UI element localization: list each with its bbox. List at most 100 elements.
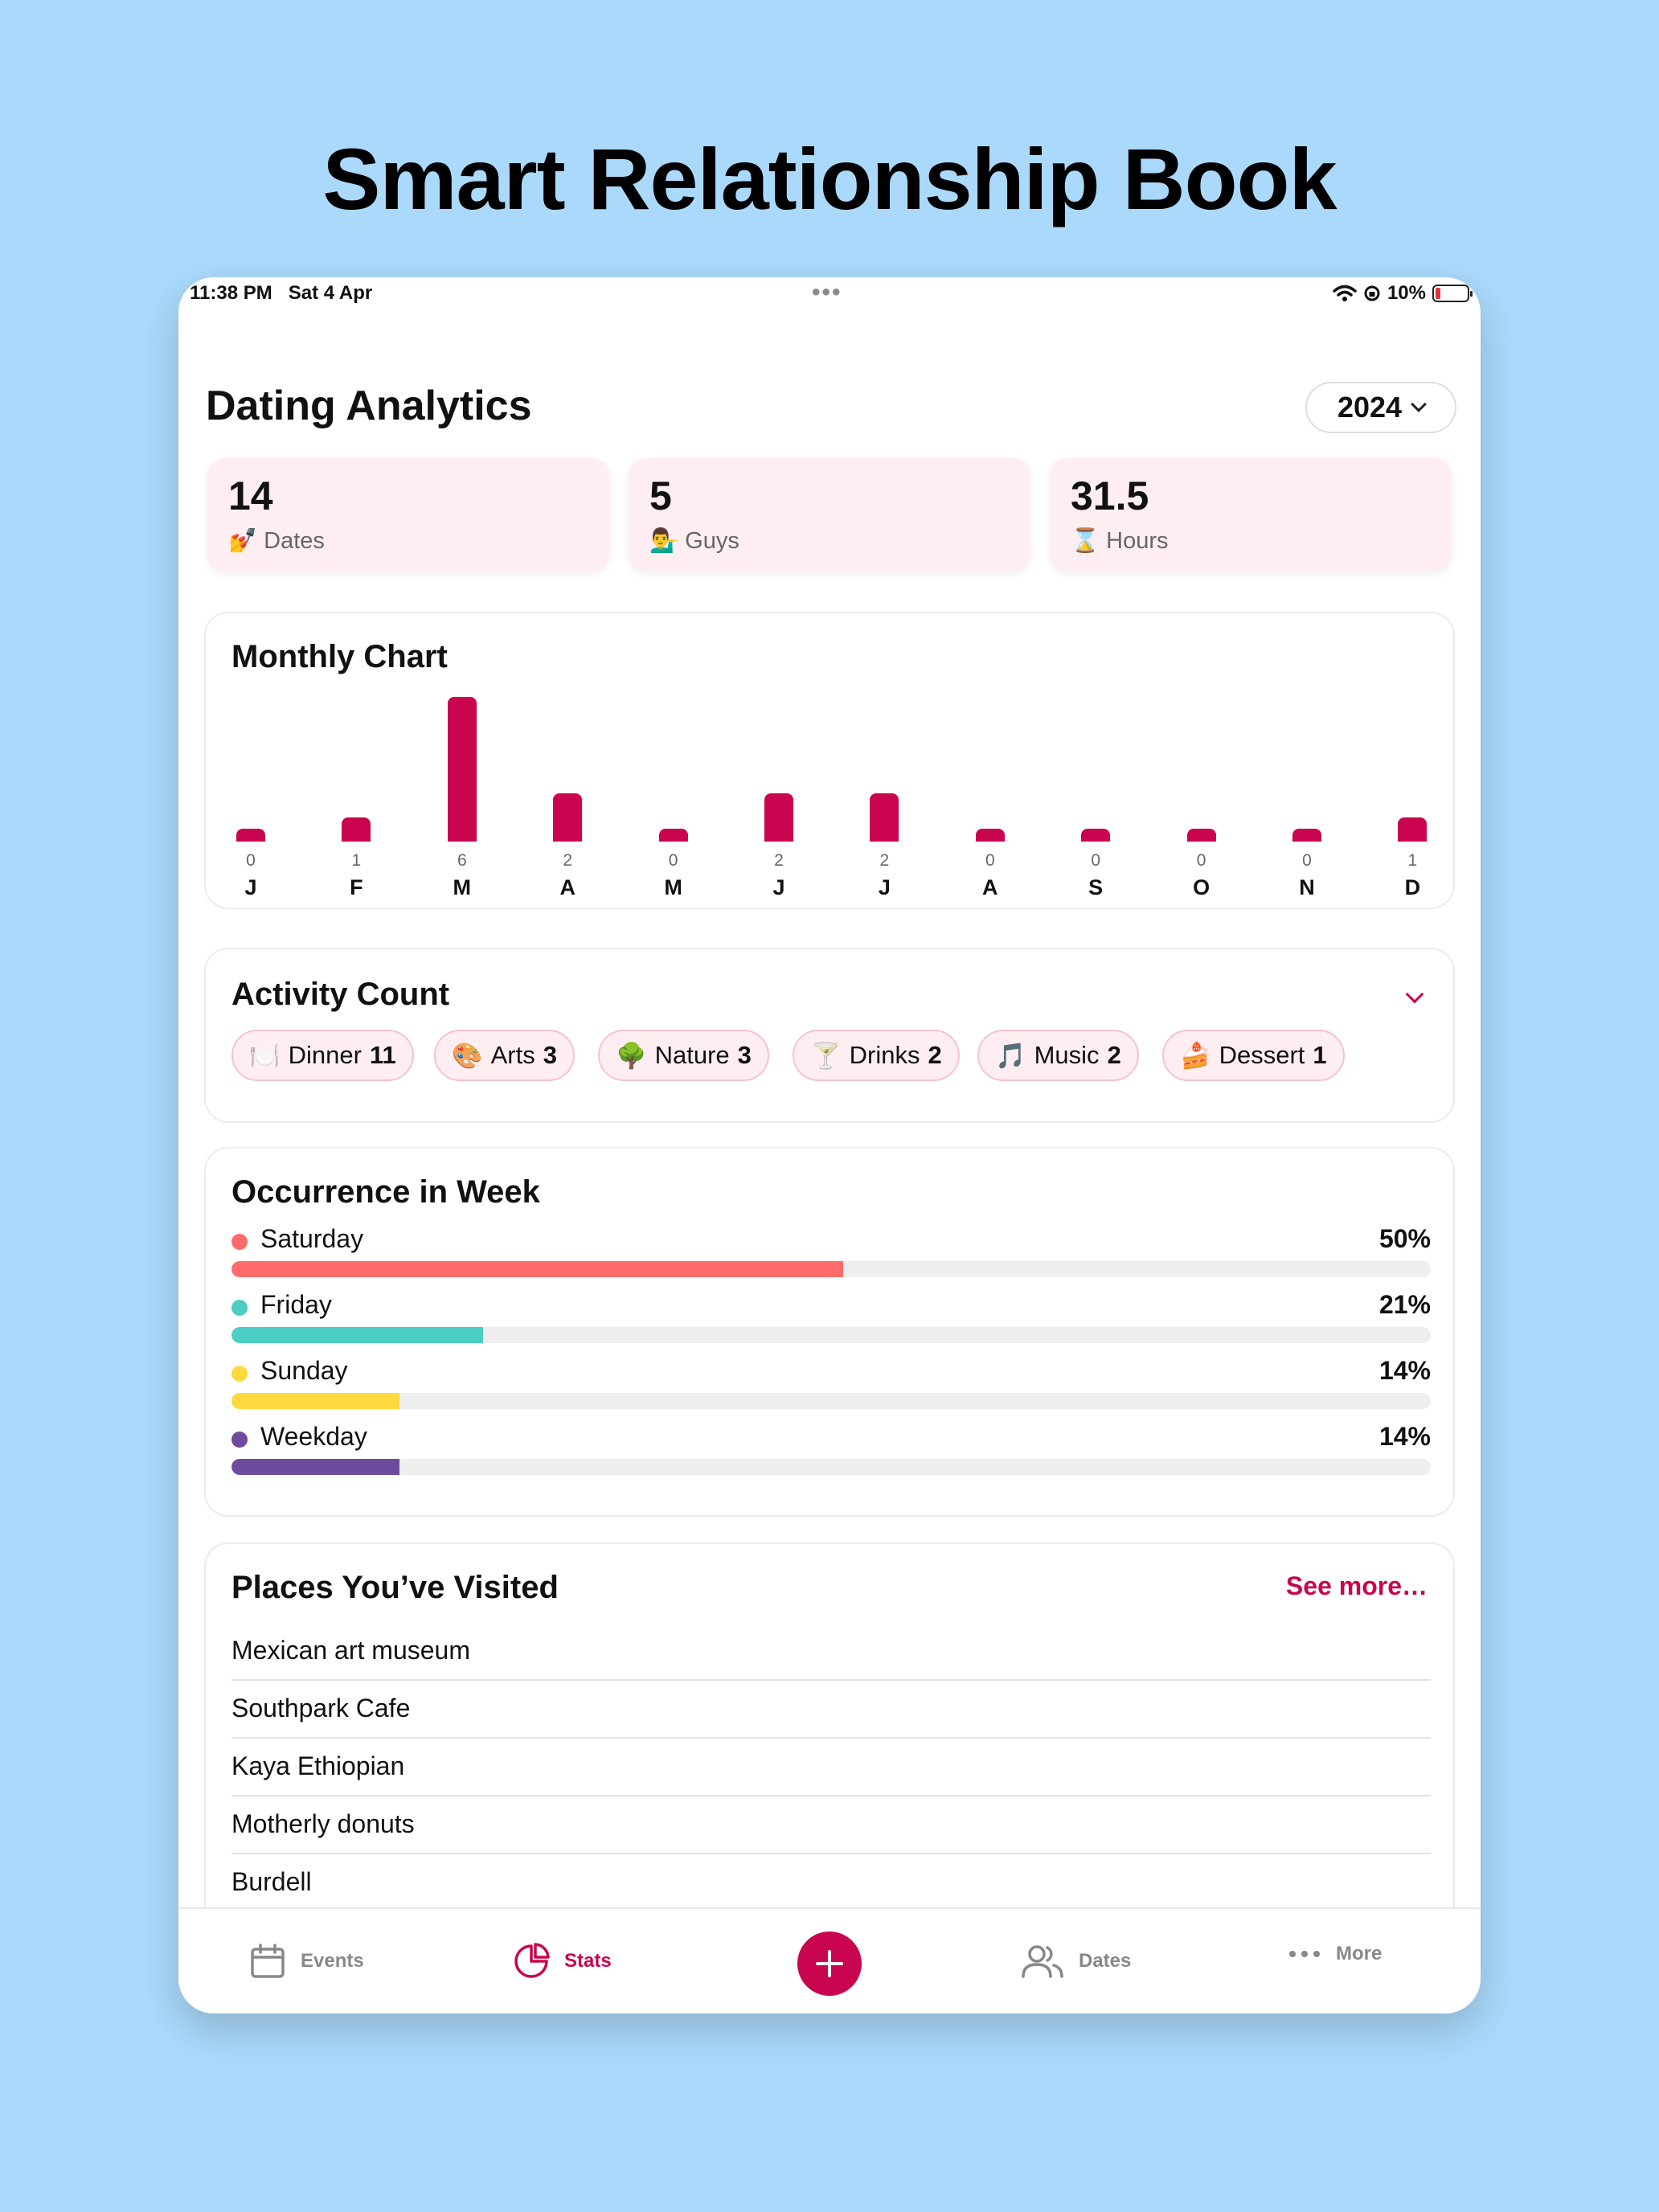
month-label: M: [664, 875, 682, 899]
status-right: 10%: [1333, 282, 1473, 305]
tab-more[interactable]: More: [1288, 1943, 1382, 1965]
place-item[interactable]: Southpark Cafe: [231, 1681, 1431, 1739]
plate-icon: 🍽️: [249, 1041, 281, 1070]
stat-value: 14: [228, 473, 273, 518]
bar-value-label: 0: [1091, 851, 1101, 870]
progress-fill: [231, 1459, 399, 1475]
status-time: 11:38 PM Sat 4 Apr: [190, 282, 372, 305]
stat-value: 5: [649, 473, 672, 518]
tab-stats[interactable]: Stats: [513, 1943, 612, 1980]
week-day-name: Saturday: [260, 1224, 364, 1253]
bar-value-label: 2: [774, 851, 784, 870]
bar-value-label: 6: [457, 851, 467, 870]
ipad-screen: 11:38 PM Sat 4 Apr ••• 10% Dating Analyt…: [178, 277, 1481, 2013]
expand-chevron-icon[interactable]: [1405, 985, 1424, 1004]
month-label: A: [982, 875, 998, 899]
stat-card-hours: 31.5 ⌛ Hours: [1050, 458, 1452, 571]
battery-percent: 10%: [1387, 282, 1426, 304]
bar-value-label: 1: [1407, 851, 1418, 870]
bar-11: [1398, 817, 1428, 842]
status-date-text: Sat 4 Apr: [288, 282, 373, 304]
progress-fill: [231, 1261, 843, 1277]
week-day-percent: 14%: [1378, 1422, 1431, 1451]
month-label: N: [1299, 875, 1315, 899]
progress-track: [231, 1327, 1431, 1343]
bar-5: [764, 793, 793, 842]
year-selector[interactable]: 2024: [1305, 382, 1456, 433]
ellipsis-icon: [1289, 1951, 1320, 1957]
bar-4: [658, 829, 688, 842]
bar-value-label: 0: [668, 851, 678, 870]
week-day-percent: 50%: [1378, 1224, 1431, 1253]
place-item[interactable]: Kaya Ethiopian: [231, 1739, 1431, 1796]
stat-label: 💅 Dates: [228, 528, 325, 554]
rotation-lock-icon: [1364, 285, 1380, 301]
legend-dot: [231, 1300, 248, 1316]
tab-events[interactable]: Events: [249, 1943, 364, 1980]
page-title: Dating Analytics: [206, 383, 532, 429]
bar-2: [447, 697, 477, 842]
progress-track: [231, 1261, 1431, 1277]
chevron-down-icon: [1411, 396, 1427, 412]
people-icon: [1022, 1945, 1063, 1978]
activity-chip-dessert[interactable]: 🍰 Dessert 1: [1162, 1030, 1345, 1081]
bar-value-label: 0: [985, 851, 995, 870]
progress-fill: [231, 1393, 399, 1409]
month-label: J: [772, 875, 785, 899]
wifi-icon: [1333, 285, 1357, 301]
bar-0: [236, 829, 265, 842]
tab-dates[interactable]: Dates: [1021, 1943, 1131, 1980]
year-value: 2024: [1337, 391, 1403, 424]
bar-value-label: 0: [1196, 851, 1206, 870]
monthly-bar-chart: 0 J 1 F 6 M 2 A 0 M 2 J 2 J 0 A 0 S 0 O 0 N 1 D: [206, 613, 1456, 911]
palette-icon: 🎨: [452, 1041, 483, 1070]
stat-card-guys: 5 💁‍♂️ Guys: [629, 458, 1030, 571]
bar-6: [870, 793, 899, 842]
month-label: S: [1088, 875, 1104, 899]
status-bar: 11:38 PM Sat 4 Apr ••• 10%: [178, 277, 1481, 314]
hourglass-icon: ⌛: [1071, 528, 1100, 554]
battery-icon: [1432, 285, 1473, 302]
bar-3: [553, 793, 583, 842]
month-label: J: [878, 875, 891, 899]
progress-track: [231, 1459, 1431, 1475]
month-label: F: [350, 875, 363, 899]
bar-1: [342, 817, 371, 842]
activity-chip-drinks[interactable]: 🍸 Drinks 2: [793, 1030, 960, 1081]
cake-icon: 🍰: [1180, 1041, 1211, 1070]
bar-9: [1186, 829, 1216, 842]
add-event-button[interactable]: [797, 1931, 862, 1996]
see-more-link[interactable]: See more…: [1285, 1571, 1428, 1600]
promo-headline: Smart Relationship Book: [322, 130, 1337, 227]
bar-value-label: 2: [879, 851, 890, 870]
activity-chip-arts[interactable]: 🎨 Arts 3: [434, 1030, 575, 1081]
tab-label: Stats: [564, 1950, 612, 1972]
stat-label: 💁‍♂️ Guys: [649, 528, 739, 554]
activity-chip-nature[interactable]: 🌳 Nature 3: [598, 1030, 769, 1081]
tab-label: More: [1336, 1943, 1382, 1964]
week-occurrence-card: Occurrence in Week Saturday 50% Friday 2…: [204, 1147, 1455, 1517]
place-item[interactable]: Mexican art museum: [231, 1623, 1431, 1681]
month-label: M: [453, 875, 472, 899]
bar-value-label: 0: [246, 851, 256, 870]
place-item[interactable]: Burdell: [231, 1867, 312, 1896]
stat-value: 31.5: [1071, 473, 1149, 518]
activity-chip-music[interactable]: 🎵 Music 2: [977, 1030, 1139, 1081]
activity-chip-dinner[interactable]: 🍽️ Dinner 11: [231, 1030, 414, 1081]
stat-label: ⌛ Hours: [1071, 528, 1169, 554]
week-day-name: Friday: [260, 1290, 332, 1319]
bar-value-label: 1: [351, 851, 362, 870]
multitasking-dots-icon[interactable]: •••: [812, 279, 842, 305]
bar-8: [1081, 829, 1111, 842]
place-item[interactable]: Motherly donuts: [231, 1796, 1431, 1854]
legend-dot: [231, 1432, 248, 1448]
places-visited-title: Places You’ve Visited: [231, 1570, 559, 1605]
tab-label: Events: [301, 1950, 364, 1972]
tree-icon: 🌳: [616, 1041, 647, 1070]
monthly-chart-card: Monthly Chart 0 J 1 F 6 M 2 A 0 M 2 J 2 J 0 A 0 S 0 O 0 N 1 D: [204, 612, 1455, 909]
pie-chart-icon: [514, 1943, 550, 1978]
month-label: D: [1404, 875, 1421, 899]
status-time-text: 11:38 PM: [190, 282, 272, 304]
week-day-percent: 21%: [1378, 1290, 1431, 1319]
calendar-icon: [251, 1944, 285, 1978]
